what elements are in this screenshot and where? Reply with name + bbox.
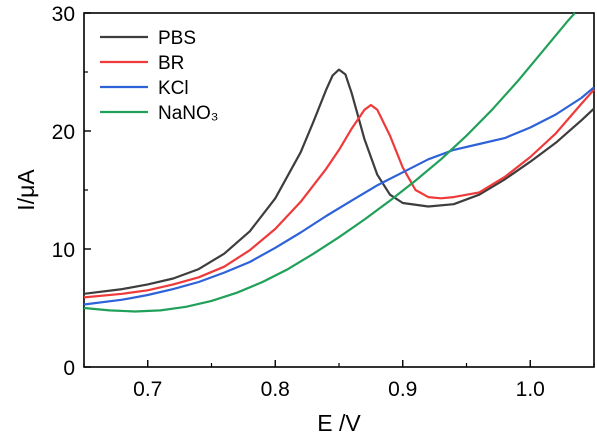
x-tick-label: 1.0 [516, 378, 545, 401]
series-line-0 [83, 68, 595, 295]
y-tick-label: 30 [52, 3, 75, 26]
x-axis-title: E /V [317, 410, 361, 436]
x-tick-label: 0.9 [388, 378, 417, 401]
legend-label: PBS [158, 28, 196, 49]
y-axis-ticks: 0 10 20 30 [52, 3, 91, 380]
legend-label: BR [158, 53, 184, 74]
data-lines [83, 12, 595, 313]
y-tick-label: 20 [52, 121, 75, 144]
x-tick-label: 0.8 [261, 378, 290, 401]
legend: PBS BR KCl NaNO₃ [100, 28, 219, 124]
y-tick-label: 0 [63, 357, 75, 380]
series-line-3 [83, 12, 576, 313]
legend-label: NaNO₃ [158, 103, 219, 124]
x-tick-label: 0.7 [133, 378, 162, 401]
series-line-1 [83, 88, 595, 299]
legend-label: KCl [158, 78, 189, 99]
series-line-2 [83, 86, 595, 306]
x-axis-ticks: 0.7 0.8 0.9 1.0 [83, 360, 595, 401]
y-tick-label: 10 [52, 239, 75, 262]
y-axis-title: I/μA [13, 169, 39, 211]
